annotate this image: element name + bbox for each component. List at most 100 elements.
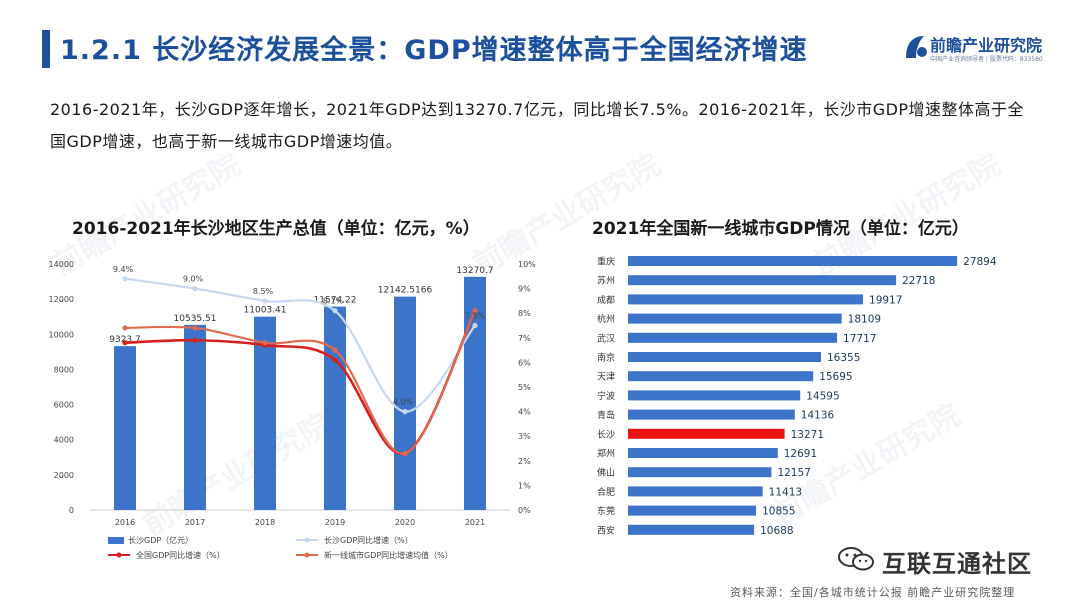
changsha-growth-label: 4.0% (393, 398, 414, 407)
gdp-bar-label: 11003.41 (244, 306, 287, 316)
changsha-growth-label: 8.1% (323, 297, 344, 306)
y-right-tick-label: 8% (518, 309, 531, 318)
right-chart-title: 2021年全国新一线城市GDP情况（单位：亿元） (592, 219, 969, 239)
legend-label: 全国GDP同比增速（%） (136, 550, 225, 560)
changsha-gdp-chart: 0 2000 4000 6000 8000 10000 12000 14000 0% 1% 2% 3%… (49, 260, 537, 560)
x-tick-label: 2019 (325, 518, 345, 527)
changsha-growth-label: 9.0% (183, 275, 204, 284)
city-value-label: 18109 (848, 314, 881, 326)
logo-text: 前瞻产业研究院 (930, 36, 1043, 55)
city-value-label: 15695 (819, 371, 852, 383)
city-label: 东莞 (597, 505, 615, 517)
y-left-tick-label: 0 (69, 506, 74, 515)
city-bar (628, 313, 842, 324)
gdp-bar (114, 346, 136, 510)
legend-marker (116, 552, 122, 558)
city-bar (628, 352, 821, 362)
left-chart-title: 2016-2021年长沙地区生产总值（单位：亿元，%） (72, 219, 480, 239)
changsha-growth-label: 8.5% (253, 287, 274, 296)
city-value-label: 19917 (869, 294, 902, 306)
city-bar (628, 275, 897, 286)
new-tier-growth-point (472, 308, 478, 314)
changsha-growth-point (122, 276, 128, 282)
city-value-label: 12157 (777, 467, 810, 479)
changsha-growth-point (192, 286, 198, 292)
city-bar (628, 467, 772, 478)
city-bar-highlight (628, 428, 785, 439)
city-label: 佛山 (597, 467, 615, 479)
city-label: 天津 (597, 372, 615, 383)
city-label: 重庆 (597, 256, 615, 268)
city-value-label: 22718 (902, 275, 935, 287)
city-label: 南京 (597, 352, 615, 364)
city-label: 长沙 (597, 428, 615, 440)
y-right-tick-label: 1% (518, 481, 531, 490)
gdp-bar (254, 316, 276, 510)
city-value-label: 10688 (760, 525, 793, 537)
y-left-tick-label: 12000 (49, 295, 74, 304)
new-tier-growth-point (332, 347, 338, 353)
y-left-tick-label: 2000 (54, 471, 74, 480)
legend-swatch-gdp (108, 537, 124, 544)
new-tier-growth-point (402, 450, 408, 457)
gdp-bar (394, 296, 416, 510)
new-tier-growth-point (192, 325, 198, 331)
city-value-label: 14595 (806, 390, 839, 402)
city-bar (628, 390, 801, 401)
city-bar (628, 371, 814, 382)
city-label: 武汉 (597, 332, 615, 344)
city-value-label: 16355 (827, 352, 860, 364)
gdp-bar-label: 11574.22 (314, 296, 357, 306)
city-bar (628, 448, 778, 458)
title-accent-bar (42, 30, 50, 68)
wechat-icon (838, 547, 874, 571)
new-tier-cities-gdp-chart: 重庆 27894 苏州 22718 成都 19917 杭州 18109 武汉 17717 南京 163… (597, 256, 997, 537)
changsha-growth-point (262, 298, 268, 304)
city-value-label: 14136 (801, 410, 835, 422)
city-bar (628, 505, 757, 516)
city-label: 合肥 (597, 486, 615, 498)
legend-label: 新一线城市GDP同比增速均值（%） (324, 550, 453, 560)
changsha-growth-point (402, 409, 408, 415)
city-value-label: 10855 (762, 506, 795, 518)
city-bar (628, 409, 795, 420)
changsha-growth-point (472, 322, 478, 329)
y-right-tick-label: 7% (518, 334, 531, 343)
city-value-label: 12691 (784, 448, 817, 460)
national-growth-point (332, 357, 338, 363)
y-left-tick-label: 6000 (54, 401, 74, 410)
national-growth-point (192, 337, 198, 343)
y-right-tick-label: 9% (518, 285, 531, 294)
y-left-tick-label: 14000 (49, 260, 74, 269)
logo-subtitle: 中国产业咨询领导者 | 股票代码：833580 (930, 56, 1043, 63)
x-tick-label: 2020 (395, 518, 415, 527)
y-right-tick-label: 4% (518, 408, 531, 417)
city-bar (628, 486, 763, 497)
gdp-bar-label: 10535.51 (174, 314, 217, 324)
y-right-tick-label: 2% (518, 457, 531, 466)
gdp-bar (324, 306, 346, 510)
x-tick-label: 2021 (465, 518, 485, 527)
y-right-tick-label: 0% (518, 506, 531, 515)
wechat-account-name: 互联互通社区 (882, 550, 1032, 578)
city-bar (628, 256, 958, 266)
y-right-tick-label: 6% (518, 358, 531, 367)
y-left-tick-label: 10000 (49, 330, 74, 339)
legend-label: 长沙GDP（亿元） (128, 535, 193, 545)
city-label: 西安 (597, 524, 615, 536)
legend-label: 长沙GDP同比增速（%） (324, 535, 413, 545)
brand-logo: 前瞻产业研究院 中国产业咨询领导者 | 股票代码：833580 (902, 32, 1043, 68)
gdp-bar-label: 12142.5166 (378, 286, 433, 296)
city-bar (628, 524, 755, 535)
logo-mark-icon (906, 36, 927, 58)
city-value-label: 11413 (769, 486, 802, 498)
x-tick-label: 2017 (185, 518, 205, 527)
city-label: 宁波 (597, 390, 615, 402)
city-label: 苏州 (597, 275, 615, 287)
legend-marker (304, 537, 310, 543)
new-tier-growth-point (262, 340, 268, 346)
y-right-tick-label: 10% (518, 260, 536, 269)
city-bar (628, 332, 838, 343)
changsha-growth-label: 7.5% (465, 312, 486, 321)
legend-marker (304, 552, 310, 558)
